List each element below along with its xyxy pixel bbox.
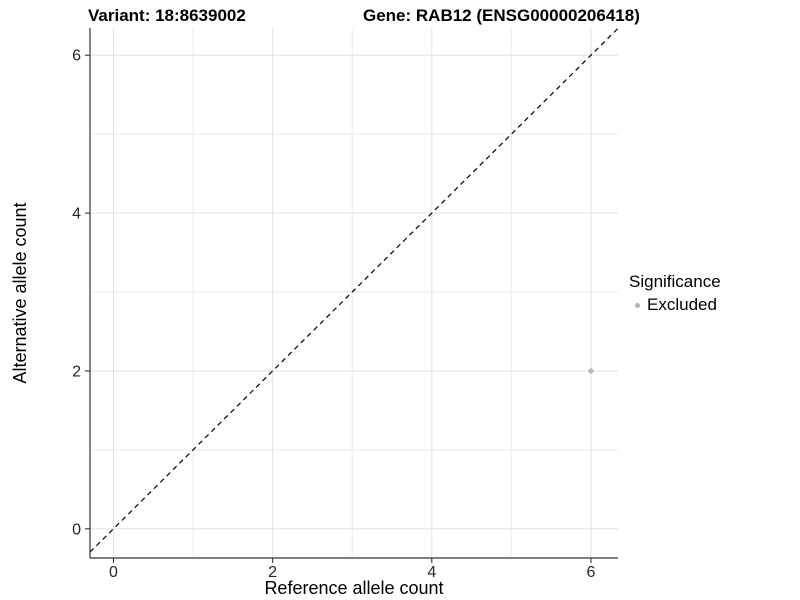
identity-dashed-line [89, 27, 619, 553]
y-tick-label: 6 [72, 48, 81, 65]
x-tick-label: 4 [427, 564, 436, 581]
gene-title: Gene: RAB12 (ENSG00000206418) [363, 6, 640, 25]
x-tick-label: 6 [586, 564, 595, 581]
legend-item-label: Excluded [647, 295, 717, 314]
variant-title: Variant: 18:8639002 [88, 6, 246, 25]
legend-item-excluded: Excluded [629, 295, 721, 315]
y-axis-title: Alternative allele count [10, 202, 30, 384]
x-axis-title: Reference allele count [264, 578, 444, 598]
x-tick-label: 2 [268, 564, 277, 581]
y-tick-label: 4 [72, 206, 81, 223]
y-tick-label: 0 [72, 521, 81, 538]
y-tick-label: 2 [72, 363, 81, 380]
legend-title: Significance [629, 272, 721, 291]
data-point-excluded [588, 368, 594, 374]
legend: Significance Excluded [629, 272, 721, 315]
excluded-point-icon [635, 302, 640, 308]
x-tick-label: 0 [109, 564, 118, 581]
